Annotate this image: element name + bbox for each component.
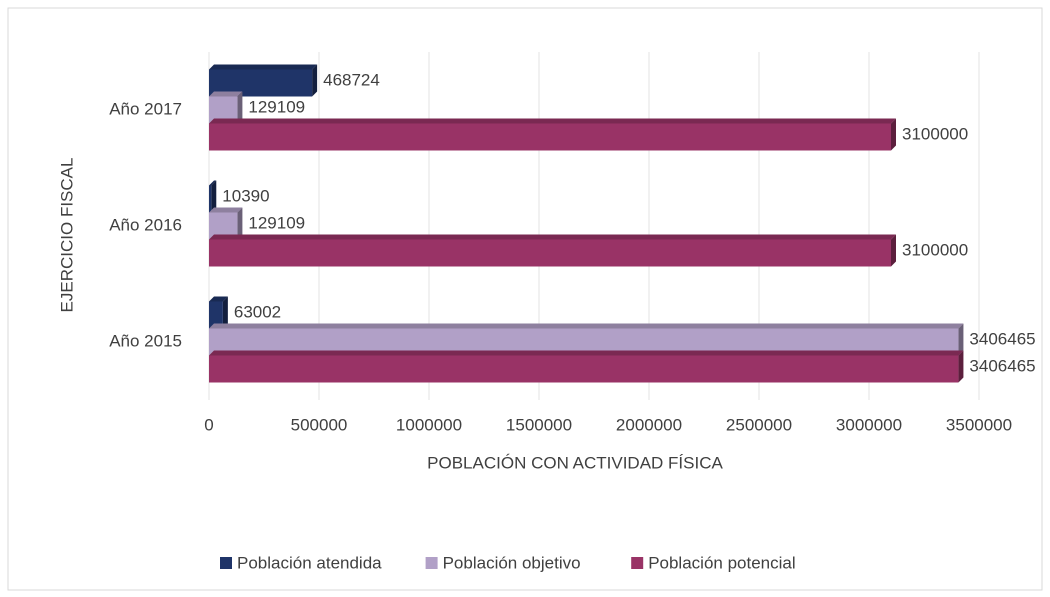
bar xyxy=(209,301,223,329)
bar-side xyxy=(891,118,896,151)
x-tick-label: 2000000 xyxy=(616,415,682,434)
bar-top xyxy=(209,234,896,240)
data-label: 3406465 xyxy=(969,329,1035,348)
y-tick-label: Año 2016 xyxy=(109,215,182,234)
bar-side xyxy=(222,296,228,329)
data-label: 129109 xyxy=(248,213,305,232)
data-label: 3100000 xyxy=(902,124,968,143)
bar xyxy=(209,123,891,151)
legend-label: Población objetivo xyxy=(443,553,581,572)
bar-top xyxy=(209,350,964,356)
data-label: 63002 xyxy=(234,302,281,321)
chart-border xyxy=(7,7,1043,591)
x-tick-label: 0 xyxy=(204,415,213,434)
x-tick-label: 500000 xyxy=(291,415,348,434)
data-label: 10390 xyxy=(222,186,269,205)
x-axis-title: POBLACIÓN CON ACTIVIDAD FÍSICA xyxy=(427,453,723,472)
bar xyxy=(209,355,959,383)
bar-top xyxy=(209,207,243,213)
y-tick-label: Año 2015 xyxy=(109,331,182,350)
data-label: 3100000 xyxy=(902,240,968,259)
bar-top xyxy=(209,323,964,329)
legend-label: Población atendida xyxy=(237,553,382,572)
x-tick-label: 3000000 xyxy=(836,415,902,434)
bar xyxy=(209,185,212,213)
bar-top xyxy=(209,180,217,186)
data-label: 129109 xyxy=(248,97,305,116)
bar-top xyxy=(209,91,243,97)
bar-side xyxy=(237,91,243,124)
legend-swatch xyxy=(631,557,644,569)
x-tick-label: 3500000 xyxy=(946,415,1012,434)
y-axis-title: EJERCICIO FISCAL xyxy=(57,158,76,313)
legend-swatch xyxy=(425,557,438,569)
legend-label: Población potencial xyxy=(648,553,795,572)
data-label: 468724 xyxy=(323,70,380,89)
bar-top xyxy=(209,296,228,302)
bar-top xyxy=(209,118,896,124)
x-tick-label: 2500000 xyxy=(726,415,792,434)
bar-side xyxy=(958,350,964,383)
bar-side xyxy=(237,207,243,240)
legend-swatch xyxy=(220,557,232,569)
bar-side xyxy=(891,234,896,267)
bar xyxy=(209,239,891,267)
y-tick-label: Año 2017 xyxy=(109,99,182,118)
data-label: 3406465 xyxy=(969,356,1035,375)
x-tick-label: 1500000 xyxy=(506,415,572,434)
bar-side xyxy=(211,180,217,213)
bar-side xyxy=(958,323,964,356)
bar-top xyxy=(209,64,318,70)
x-tick-label: 1000000 xyxy=(396,415,462,434)
bar-side xyxy=(312,64,318,97)
